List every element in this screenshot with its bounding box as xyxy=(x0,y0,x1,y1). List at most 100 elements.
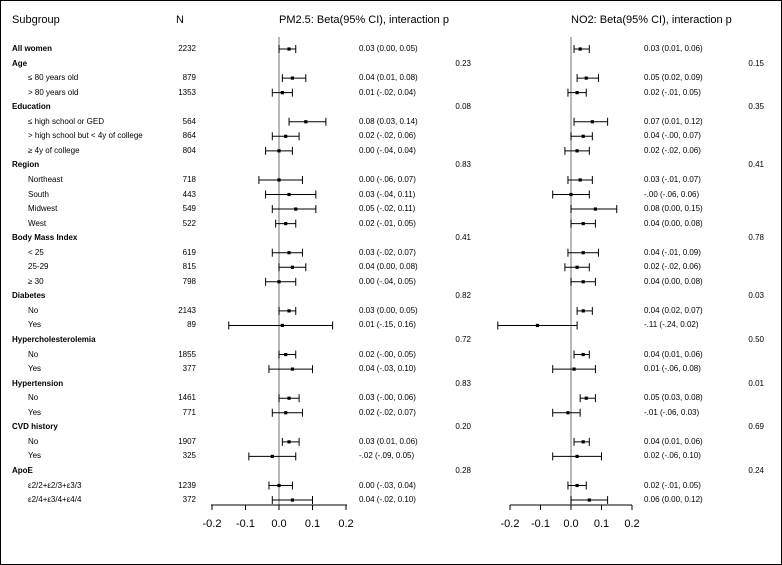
no2-interaction-p: 0.01 xyxy=(748,378,764,388)
subgroup-label: Northeast xyxy=(28,174,63,184)
pm25-point-estimate xyxy=(290,265,294,269)
pm25-interaction-p: 0.20 xyxy=(455,422,471,432)
pm25-point-estimate xyxy=(304,120,308,124)
no2-estimate-text: -.01 (-.06, 0.03) xyxy=(644,407,700,417)
pm25-point-estimate xyxy=(270,454,274,458)
no2-estimate-text: -.00 (-.06, 0.06) xyxy=(644,189,700,199)
subgroup-label: ≤ high school or GED xyxy=(28,116,104,126)
subgroup-label: ε2/4+ε3/4+ε4/4 xyxy=(28,495,82,505)
no2-estimate-text: 0.02 (-.02, 0.06) xyxy=(644,145,701,155)
no2-estimate-text: 0.04 (0.00, 0.08) xyxy=(644,218,703,228)
pm25-interaction-p: 0.82 xyxy=(455,291,471,301)
no2-interaction-p: 0.41 xyxy=(748,160,764,170)
no2-estimate-text: 0.05 (0.03, 0.08) xyxy=(644,393,703,403)
n-value: 325 xyxy=(182,451,196,461)
no2-estimate-text: 0.02 (-.06, 0.10) xyxy=(644,451,701,461)
no2-estimate-text: 0.04 (0.01, 0.06) xyxy=(644,436,703,446)
no2-point-estimate xyxy=(581,251,585,255)
subgroup-label: 25-29 xyxy=(28,262,49,272)
pm25-tick-label: 0.1 xyxy=(305,518,320,530)
pm25-estimate-text: 0.01 (-.02, 0.04) xyxy=(359,87,416,97)
pm25-point-estimate xyxy=(284,352,288,357)
no2-tick-label: -0.2 xyxy=(501,518,520,530)
no2-point-estimate xyxy=(581,352,585,357)
no2-point-estimate xyxy=(581,440,585,444)
pm25-tick-label: -0.2 xyxy=(203,518,222,530)
no2-estimate-text: 0.02 (-.01, 0.05) xyxy=(644,87,701,97)
n-value: 1907 xyxy=(178,436,196,446)
category-label: Education xyxy=(12,102,51,112)
no2-point-estimate xyxy=(566,411,570,415)
category-label: Hypertension xyxy=(12,378,64,388)
pm25-point-estimate xyxy=(294,207,298,211)
subgroup-label: ≤ 80 years old xyxy=(28,73,79,83)
pm25-point-estimate xyxy=(277,178,281,182)
pm25-estimate-text: 0.04 (-.03, 0.10) xyxy=(359,364,416,374)
pm25-point-estimate xyxy=(277,483,281,488)
pm25-point-estimate xyxy=(280,91,284,95)
pm25-estimate-text: 0.02 (-.02, 0.06) xyxy=(359,131,416,141)
no2-point-estimate xyxy=(587,498,591,502)
n-value: 89 xyxy=(187,320,196,330)
subgroup-label: Yes xyxy=(28,364,42,374)
pm25-point-estimate xyxy=(287,192,291,197)
no2-interaction-p: 0.50 xyxy=(748,335,764,344)
subgroup-header: Subgroup xyxy=(12,14,60,26)
no2-estimate-text: -.11 (-.24, 0.02) xyxy=(644,320,699,330)
n-value: 564 xyxy=(182,116,196,126)
pm25-estimate-text: 0.02 (-.01, 0.05) xyxy=(359,218,416,228)
n-value: 804 xyxy=(182,145,196,155)
pm25-estimate-text: 0.04 (0.00, 0.08) xyxy=(359,262,418,272)
pm25-estimate-text: 0.00 (-.06, 0.07) xyxy=(359,174,416,184)
subgroup-label: > high school but < 4y of college xyxy=(28,131,143,141)
no2-interaction-p: 0.03 xyxy=(748,291,764,301)
n-value: 372 xyxy=(182,495,196,505)
no2-estimate-text: 0.04 (-.00, 0.07) xyxy=(644,131,701,141)
pm25-point-estimate xyxy=(290,76,294,80)
pm25-estimate-text: 0.00 (-.04, 0.04) xyxy=(359,145,416,155)
no2-point-estimate xyxy=(575,454,579,458)
n-value: 549 xyxy=(182,204,196,214)
no2-estimate-text: 0.08 (0.00, 0.15) xyxy=(644,204,703,214)
subgroup-label: ε2/2+ε2/3+ε3/3 xyxy=(28,480,82,490)
pm25-estimate-text: 0.03 (0.00, 0.05) xyxy=(359,305,418,315)
subgroup-label: > 80 years old xyxy=(28,87,79,97)
no2-estimate-text: 0.02 (-.01, 0.05) xyxy=(644,480,701,490)
category-label: Hypercholesterolemia xyxy=(12,335,96,344)
pm25-point-estimate xyxy=(287,396,291,400)
n-value: 1855 xyxy=(178,349,196,359)
pm25-interaction-p: 0.08 xyxy=(455,102,471,112)
no2-point-estimate xyxy=(575,483,579,488)
no2-point-estimate xyxy=(578,47,582,51)
pm25-estimate-text: 0.04 (-.02, 0.10) xyxy=(359,495,416,505)
pm25-point-estimate xyxy=(287,47,291,51)
no2-point-estimate xyxy=(581,134,585,138)
pm25-estimate-text: 0.00 (-.03, 0.04) xyxy=(359,480,416,490)
no2-interaction-p: 0.15 xyxy=(748,58,764,68)
no2-header: NO2: Beta(95% CI), interaction p xyxy=(571,14,732,26)
no2-point-estimate xyxy=(578,178,582,182)
n-value: 2143 xyxy=(178,305,196,315)
no2-interaction-p: 0.24 xyxy=(748,465,764,475)
pm25-estimate-text: 0.08 (0.03, 0.14) xyxy=(359,116,418,126)
pm25-estimate-text: 0.03 (-.00, 0.06) xyxy=(359,393,416,403)
pm25-estimate-text: 0.05 (-.02, 0.11) xyxy=(359,204,416,214)
pm25-estimate-text: 0.02 (-.00, 0.05) xyxy=(359,349,416,359)
pm25-point-estimate xyxy=(277,149,281,153)
pm25-point-estimate xyxy=(284,222,288,226)
pm25-interaction-p: 0.41 xyxy=(455,233,471,243)
n-value: 864 xyxy=(182,131,196,141)
no2-estimate-text: 0.03 (-.01, 0.07) xyxy=(644,174,701,184)
n-value: 879 xyxy=(182,73,196,83)
pm25-point-estimate xyxy=(287,251,291,255)
no2-tick-label: -0.1 xyxy=(531,518,550,530)
no2-interaction-p: 0.78 xyxy=(748,233,764,243)
no2-interaction-p: 0.35 xyxy=(748,102,764,112)
pm25-interaction-p: 0.83 xyxy=(455,160,471,170)
subgroup-label: No xyxy=(28,436,39,446)
pm25-point-estimate xyxy=(280,323,284,328)
n-value: 377 xyxy=(182,364,196,374)
no2-estimate-text: 0.04 (0.02, 0.07) xyxy=(644,305,703,315)
